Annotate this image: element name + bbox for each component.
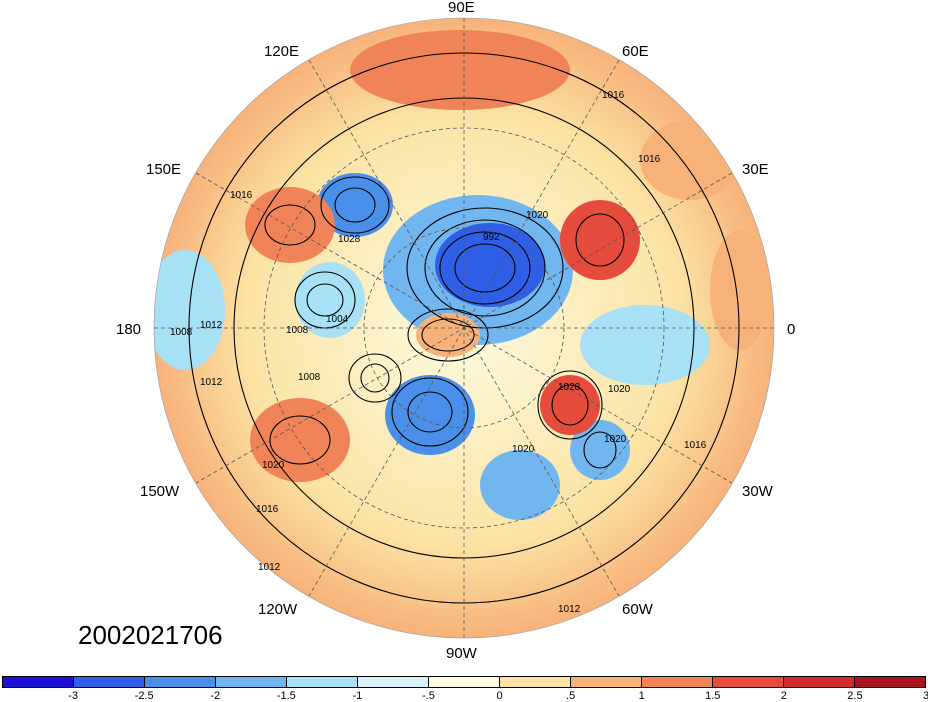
colorbar-swatch — [642, 677, 713, 687]
contour-label: 1012 — [258, 562, 281, 573]
lon-label-0: 0 — [787, 321, 795, 338]
longitude-labels: 90E 60E 30E 0 30W 60W 90W 120W 150W 180 … — [116, 0, 795, 662]
contour-label: 1020 — [526, 210, 549, 221]
colorbar-tick-label: 2 — [780, 690, 787, 702]
lon-label-30w: 30W — [742, 483, 774, 500]
contour-label: 1016 — [256, 504, 279, 515]
contour-label: 1028 — [558, 382, 581, 393]
lon-label-90e: 90E — [448, 0, 475, 16]
colorbar-tick-label: 0 — [496, 690, 503, 702]
anomaly-pacific-high — [250, 398, 350, 482]
anomaly-east-high — [710, 230, 770, 350]
anomaly-europe-high — [560, 200, 640, 280]
contour-label: 1012 — [200, 377, 223, 388]
map-boundary — [153, 17, 775, 639]
contour-label: 1016 — [638, 154, 661, 165]
graticule — [154, 18, 774, 638]
colorbar-swatch — [713, 677, 784, 687]
colorbar-tick-label: .5 — [566, 690, 576, 702]
contour-label: 1020 — [512, 444, 535, 455]
contour-label: 1008 — [298, 372, 321, 383]
colorbar-swatch — [3, 677, 74, 687]
lon-label-60w: 60W — [622, 601, 654, 618]
timestamp-label: 2002021706 — [78, 620, 223, 650]
contour-labels: 1016 1016 1016 1020 992 1008 1012 1008 1… — [170, 90, 707, 615]
contour-label: 1020 — [262, 460, 285, 471]
colorbar-swatch — [74, 677, 145, 687]
colorbar — [2, 676, 926, 688]
contour-label: 1016 — [684, 440, 707, 451]
anomaly-canada-low — [480, 450, 560, 520]
colorbar-tick-label: -1 — [352, 690, 363, 702]
anomaly-atlantic-high — [540, 375, 600, 435]
lon-label-120e: 120E — [264, 43, 299, 60]
colorbar-tick-label: 2.5 — [847, 690, 863, 702]
anomaly-arctic-low-core — [435, 223, 545, 307]
colorbar-swatch — [145, 677, 216, 687]
colorbar-tick-label: -2.5 — [134, 690, 154, 702]
anomaly-atlantic-low — [580, 305, 710, 385]
colorbar-tick-label: -.5 — [422, 690, 435, 702]
colorbar-swatch — [500, 677, 571, 687]
colorbar-tick-label: 3 — [922, 690, 928, 702]
colorbar-swatch — [287, 677, 358, 687]
colorbar-swatch — [358, 677, 429, 687]
contour-label: 1020 — [604, 434, 627, 445]
contour-label: 1008 — [170, 327, 193, 338]
lon-label-90w: 90W — [446, 645, 478, 662]
contour-label: 1004 — [326, 314, 349, 325]
contour-label: 1016 — [602, 90, 625, 101]
anomaly-field — [154, 18, 774, 638]
colorbar-labels: -3 -2.5 -2 -1.5 -1 -.5 0 .5 1 1.5 2 2.5 3 — [2, 690, 928, 702]
anomaly-greenland-low — [385, 375, 475, 455]
contour-label: 1012 — [558, 604, 581, 615]
colorbar-swatch — [216, 677, 287, 687]
contour-label: 1012 — [200, 320, 223, 331]
colorbar-swatch — [429, 677, 500, 687]
anomaly-asia-high — [245, 187, 335, 263]
lon-label-180: 180 — [116, 321, 141, 338]
anomaly-siberia-low — [317, 173, 393, 237]
colorbar-swatch — [855, 677, 925, 687]
lon-label-150e: 150E — [146, 161, 181, 178]
lon-label-60e: 60E — [622, 43, 649, 60]
contour-label: 1028 — [338, 234, 361, 245]
colorbar-tick-label: -1.5 — [276, 690, 296, 702]
colorbar-tick-label: -3 — [68, 690, 78, 702]
colorbar-swatch — [571, 677, 642, 687]
colorbar-tick-label: 1.5 — [705, 690, 721, 702]
lon-label-30e: 30E — [742, 161, 769, 178]
anomaly-arctic-high — [416, 313, 480, 357]
colorbar-tick-label: 1 — [638, 690, 645, 702]
anomaly-siberia-high — [350, 30, 570, 110]
contour-label: 1020 — [608, 384, 631, 395]
colorbar-swatch — [784, 677, 855, 687]
contour-label: 1008 — [286, 325, 309, 336]
colorbar-tick-label: -2 — [210, 690, 221, 702]
lon-label-120w: 120W — [258, 601, 298, 618]
contour-label: 1016 — [230, 190, 253, 201]
contour-label: 992 — [483, 232, 500, 243]
anomaly-bering-low — [154, 250, 225, 370]
lon-label-150w: 150W — [140, 483, 180, 500]
